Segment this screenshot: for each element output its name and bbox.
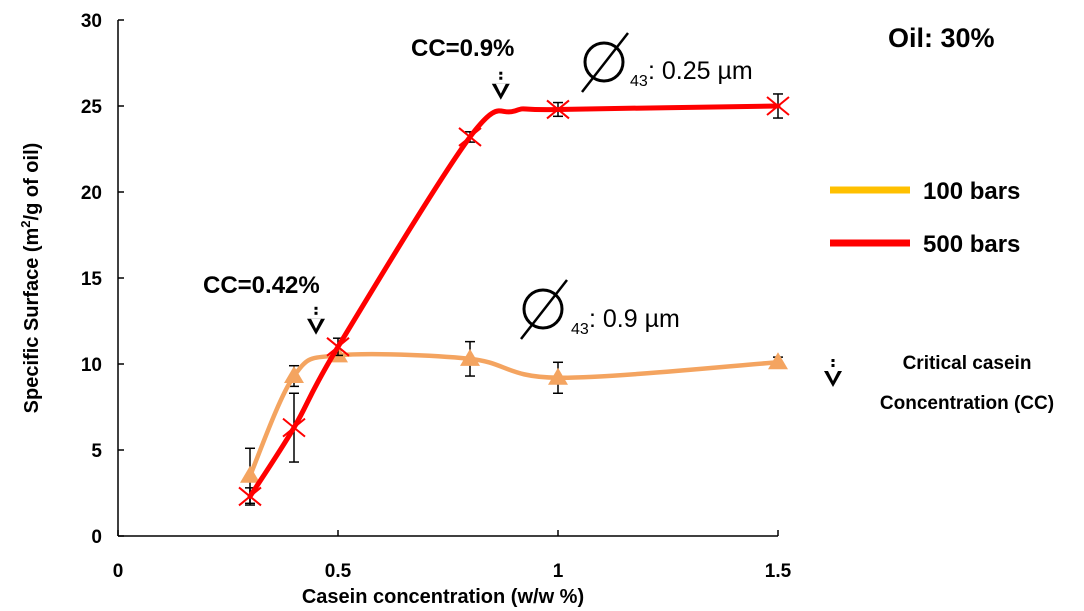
series-500-bars: [238, 93, 790, 507]
legend-label-500-bars: 500 bars: [923, 231, 1020, 258]
series-100-bars: [240, 340, 788, 505]
y-tick-label: 10: [81, 355, 102, 376]
y-tick-label: 15: [81, 269, 103, 290]
critical-arrow-icon: [824, 359, 842, 387]
diameter-symbol-high: [583, 41, 625, 83]
data-point: [460, 348, 480, 366]
x-tick-label: 1: [553, 561, 564, 582]
y-tick-label: 25: [81, 97, 103, 118]
series-line: [247, 103, 781, 499]
x-axis-title: Casein concentration (w/w %): [302, 586, 584, 608]
diameter-symbol-low: [522, 288, 564, 330]
cc-high-label: CC=0.9%: [411, 35, 514, 62]
diameter-sub-low: 43: [571, 321, 589, 338]
cc-low-arrow-icon: [307, 306, 325, 335]
cc-high-arrow-icon: [491, 71, 510, 100]
oil-label: Oil: 30%: [888, 23, 995, 53]
critical-label-line1: Critical casein: [903, 353, 1032, 374]
series-layer: [238, 71, 790, 507]
x-tick-label: 0: [113, 561, 124, 582]
diameter-value-low: : 0.9 µm: [589, 305, 680, 333]
data-point: [326, 337, 350, 357]
x-tick-label: 0.5: [325, 561, 352, 582]
axis-ticks: 0 5 10 15 20 25 30 0 0.5 1 1.5: [81, 11, 792, 582]
legend-label-100-bars: 100 bars: [923, 178, 1020, 205]
x-tick-label: 1.5: [765, 561, 792, 582]
data-point: [766, 96, 790, 116]
y-tick-label: 0: [91, 527, 102, 548]
data-point: [240, 465, 260, 483]
diameter-sub-high: 43: [630, 73, 648, 90]
data-point: [458, 127, 482, 147]
data-point: [284, 366, 304, 384]
diameter-slash-low: [520, 279, 568, 340]
data-point: [548, 367, 568, 385]
y-tick-label: 20: [81, 183, 102, 204]
diameter-high-label: 43 : 0.25 µm: [581, 32, 753, 93]
critical-label-line2: Concentration (CC): [880, 393, 1054, 414]
diameter-slash-high: [581, 32, 629, 93]
diameter-low-label: 43 : 0.9 µm: [520, 279, 680, 340]
data-point: [546, 99, 570, 120]
y-axis-title: Specific Surface (m2/g of oil): [18, 143, 43, 414]
legend: 100 bars 500 bars: [830, 178, 1020, 258]
critical-casein-key: Critical casein Concentration (CC): [824, 353, 1054, 414]
data-point: [282, 417, 306, 438]
data-point: [768, 352, 788, 370]
y-tick-label: 5: [91, 441, 102, 462]
y-tick-label: 30: [81, 11, 102, 32]
cc-low-label: CC=0.42%: [203, 272, 320, 299]
series-line: [247, 351, 781, 479]
diameter-value-high: : 0.25 µm: [648, 57, 753, 85]
data-point: [238, 486, 262, 507]
